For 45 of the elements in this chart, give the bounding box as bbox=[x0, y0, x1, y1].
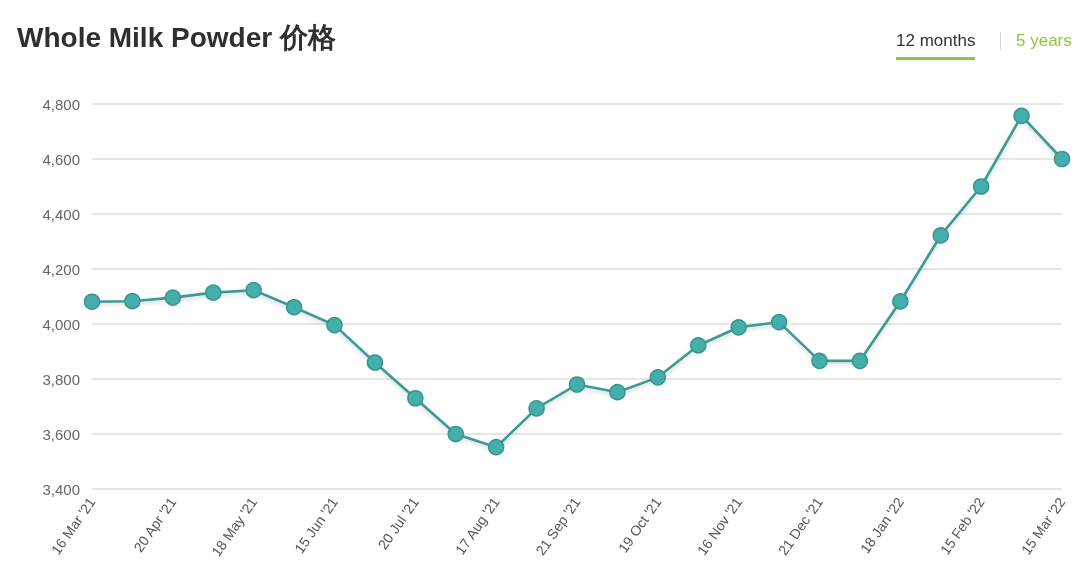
point bbox=[83, 293, 101, 310]
x-tick-label: 19 Oct '21 bbox=[614, 494, 665, 556]
point bbox=[245, 281, 262, 299]
point bbox=[770, 313, 788, 331]
point bbox=[407, 390, 424, 407]
point bbox=[285, 298, 303, 316]
point bbox=[487, 438, 505, 456]
text: 5 years bbox=[1016, 30, 1072, 52]
x-tick-label: 15 Jun '21 bbox=[291, 494, 342, 557]
y-tick-label: 3,800 bbox=[42, 370, 80, 388]
point bbox=[1053, 150, 1071, 168]
x-tick-label: 18 Jan '22 bbox=[856, 494, 908, 557]
point bbox=[892, 293, 909, 310]
x-tick-label: 15 Feb '22 bbox=[936, 494, 988, 558]
x-tick-label: 21 Sep '21 bbox=[532, 494, 584, 559]
point bbox=[609, 383, 626, 401]
point bbox=[730, 319, 747, 336]
text: 12 months bbox=[896, 30, 976, 52]
x-tick-label: 15 Mar '22 bbox=[1017, 494, 1069, 558]
point bbox=[124, 292, 141, 310]
point bbox=[326, 316, 343, 334]
y-tick-label: 4,400 bbox=[42, 205, 80, 223]
y-tick-label: 4,200 bbox=[42, 260, 80, 278]
point bbox=[528, 400, 545, 417]
x-tick-label: 21 Dec '21 bbox=[774, 494, 827, 559]
point bbox=[164, 289, 182, 306]
y-tick-label: 4,600 bbox=[42, 150, 80, 168]
point bbox=[649, 369, 667, 386]
point bbox=[851, 352, 869, 370]
point bbox=[447, 425, 464, 443]
point bbox=[811, 352, 828, 370]
point bbox=[690, 337, 707, 354]
y-tick-label: 3,400 bbox=[42, 480, 80, 498]
x-tick-label: 20 Jul '21 bbox=[374, 494, 422, 553]
y-tick-label: 4,000 bbox=[42, 315, 80, 333]
y-tick-label: 4,800 bbox=[42, 95, 80, 113]
point bbox=[1013, 107, 1030, 125]
x-tick-label: 20 Apr '21 bbox=[130, 494, 180, 555]
point bbox=[932, 227, 949, 244]
chart-title: Whole Milk Powder 价格 bbox=[17, 21, 336, 53]
point bbox=[205, 284, 222, 301]
point bbox=[366, 354, 384, 371]
y-tick-label: 3,600 bbox=[42, 425, 80, 443]
point bbox=[972, 178, 990, 195]
point bbox=[568, 376, 586, 393]
